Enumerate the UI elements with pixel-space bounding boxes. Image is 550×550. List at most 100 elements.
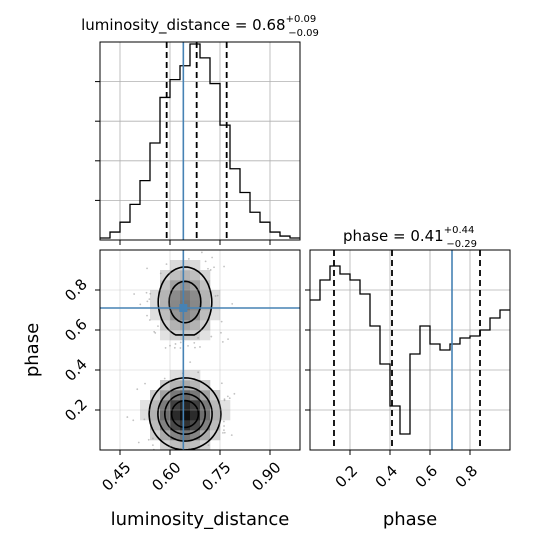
density-cell (160, 440, 171, 450)
scatter-point (159, 272, 162, 275)
joint-ytick-label: 0.2 (61, 395, 91, 425)
scatter-point (216, 294, 219, 297)
density-cell (180, 440, 191, 450)
density-cell (220, 410, 231, 421)
density-cell (150, 400, 161, 411)
scatter-point (230, 434, 233, 437)
lumdist-title: luminosity_distance = 0.68+0.09 −0.09 (81, 14, 319, 39)
density-cell (190, 300, 201, 311)
density-contour (168, 280, 202, 324)
joint-ylabel: phase (22, 323, 43, 377)
density-contour (148, 377, 222, 450)
density-cell (170, 430, 181, 441)
density-cell (180, 290, 191, 301)
scatter-point (226, 395, 229, 398)
phase-xtick-label: 0.4 (372, 462, 402, 492)
scatter-point (133, 293, 136, 295)
scatter-point (187, 345, 189, 347)
lumdist-marginal-ticks (95, 81, 271, 245)
density-cell (190, 420, 201, 431)
scatter-point (231, 302, 234, 305)
joint-ytick-label: 0.6 (61, 315, 91, 345)
density-cell (210, 300, 221, 311)
density-cell (170, 380, 181, 391)
density-cell (140, 400, 151, 411)
joint-xtick-label: 0.45 (98, 458, 134, 494)
scatter-point (222, 420, 225, 423)
density-cell (200, 280, 211, 291)
density-contour (157, 386, 213, 442)
scatter-point (214, 295, 217, 297)
scatter-point (146, 300, 149, 303)
lumdist-marginal-grid (100, 42, 300, 240)
density-cell (160, 330, 171, 341)
phase-histogram-line (310, 265, 510, 435)
density-cell (150, 420, 161, 431)
scatter-point (174, 343, 177, 345)
density-cell (160, 300, 171, 311)
density-cell (220, 400, 231, 411)
density-cell (160, 310, 171, 321)
density-cell (180, 370, 191, 381)
density-cell (180, 390, 191, 401)
density-cell (190, 440, 201, 450)
density-cell (170, 410, 181, 421)
scatter-point (209, 269, 212, 271)
scatter-point (222, 431, 224, 434)
scatter-point (207, 267, 209, 270)
density-cell (160, 280, 171, 291)
scatter-point (137, 441, 140, 444)
scatter-point (200, 251, 203, 254)
density-cell (210, 430, 221, 441)
density-cell (200, 440, 211, 450)
lumdist-quantile-lines (165, 42, 228, 240)
scatter-point (223, 429, 225, 432)
density-cell (150, 290, 161, 301)
scatter-point (147, 438, 150, 441)
density-cell (160, 270, 171, 281)
scatter-point (223, 425, 225, 427)
density-cell (160, 380, 171, 391)
scatter-point (220, 331, 222, 334)
joint-frame (99, 249, 301, 451)
density-cell (170, 290, 181, 301)
density-cell (170, 260, 181, 271)
scatter-point (145, 291, 148, 294)
density-cell (180, 420, 191, 431)
density-cell (210, 310, 221, 321)
scatter-point (132, 419, 135, 422)
density-cell (180, 410, 191, 421)
scatter-point (152, 437, 154, 440)
scatter-point (223, 431, 226, 434)
density-cell (190, 430, 201, 441)
density-cell (180, 270, 191, 281)
density-cell (200, 270, 211, 281)
joint-ytick-label: 0.8 (61, 275, 91, 305)
scatter-point (126, 416, 129, 418)
phase-xtick-label: 0.2 (332, 462, 362, 492)
lumdist-histogram-line (100, 43, 300, 239)
density-cell (190, 380, 201, 391)
density-cell (150, 410, 161, 421)
density-cell (140, 410, 151, 421)
density-contours (148, 266, 222, 450)
scatter-point (151, 444, 154, 447)
scatter-point (179, 347, 182, 349)
density-cell (210, 400, 221, 411)
scatter-point (173, 346, 176, 349)
density-cell (210, 290, 221, 301)
scatter-point (197, 371, 200, 374)
phase-title: phase = 0.41+0.44 −0.29 (343, 225, 477, 250)
density-contour (163, 393, 207, 436)
joint-ytick-label: 0.4 (61, 355, 91, 385)
density-scatter-points (126, 251, 236, 450)
scatter-point (146, 267, 148, 270)
density-cell (190, 390, 201, 401)
density-cell (160, 400, 171, 411)
joint-grid (100, 250, 300, 450)
density-cell (150, 310, 161, 321)
density-contour (157, 266, 213, 336)
density-cell (190, 320, 201, 331)
scatter-point (139, 303, 142, 306)
